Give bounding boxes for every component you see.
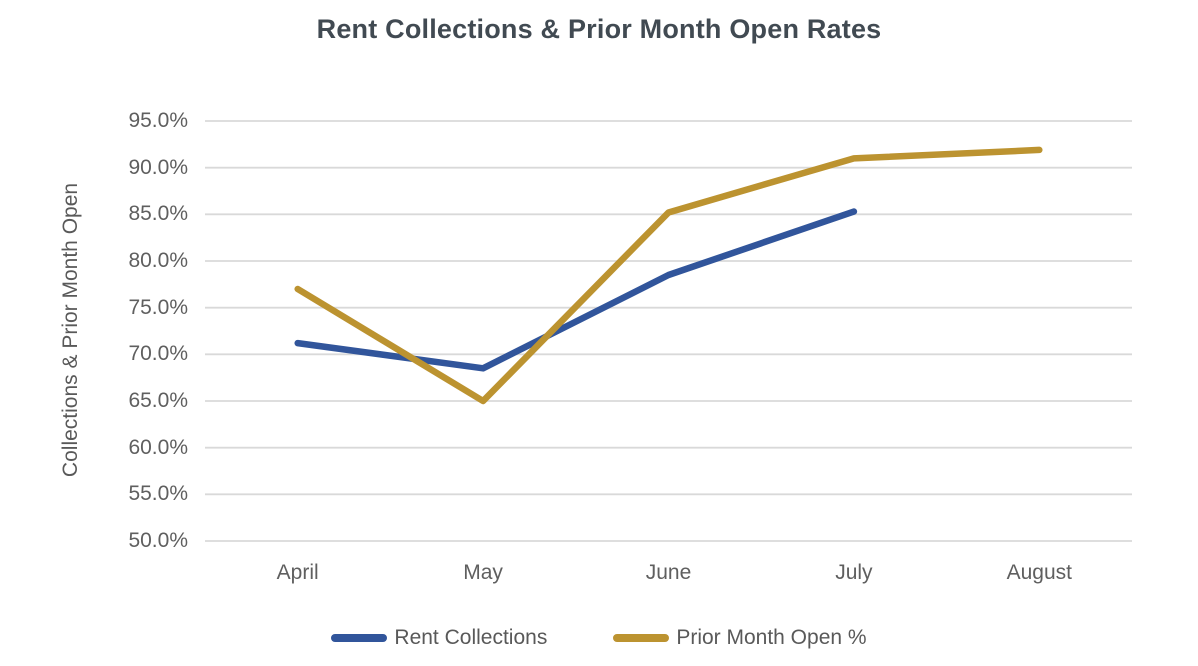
y-tick-label: 65.0% xyxy=(128,389,188,412)
x-tick-label: April xyxy=(276,561,319,584)
legend-label-prior-month-open: Prior Month Open % xyxy=(676,626,867,649)
y-tick-label: 95.0% xyxy=(128,109,188,132)
y-tick-label: 55.0% xyxy=(128,482,188,506)
x-tick-label: May xyxy=(463,561,503,584)
x-tick-label: June xyxy=(645,561,692,584)
legend: Rent Collections Prior Month Open % xyxy=(0,626,1198,650)
y-tick-label: 80.0% xyxy=(128,249,188,272)
y-tick-label: 75.0% xyxy=(128,295,188,319)
legend-item-prior-month-open: Prior Month Open % xyxy=(613,626,867,650)
series-line-prior-month-open- xyxy=(294,146,1043,405)
legend-item-rent-collections: Rent Collections xyxy=(331,626,547,650)
chart-title: Rent Collections & Prior Month Open Rate… xyxy=(316,14,882,44)
x-tick-label: July xyxy=(835,561,873,584)
y-tick-label: 60.0% xyxy=(128,435,188,459)
y-tick-label: 85.0% xyxy=(128,202,188,226)
y-tick-label: 90.0% xyxy=(128,155,188,179)
y-tick-label: 50.0% xyxy=(128,529,188,552)
legend-label-rent-collections: Rent Collections xyxy=(394,626,548,649)
rent-collections-line-marker-icon xyxy=(331,634,388,642)
x-tick-label: August xyxy=(1006,561,1072,584)
prior-month-open-line-marker-icon xyxy=(613,634,670,642)
series-line-rent-collections xyxy=(294,208,858,372)
y-tick-label: 70.0% xyxy=(128,342,188,366)
